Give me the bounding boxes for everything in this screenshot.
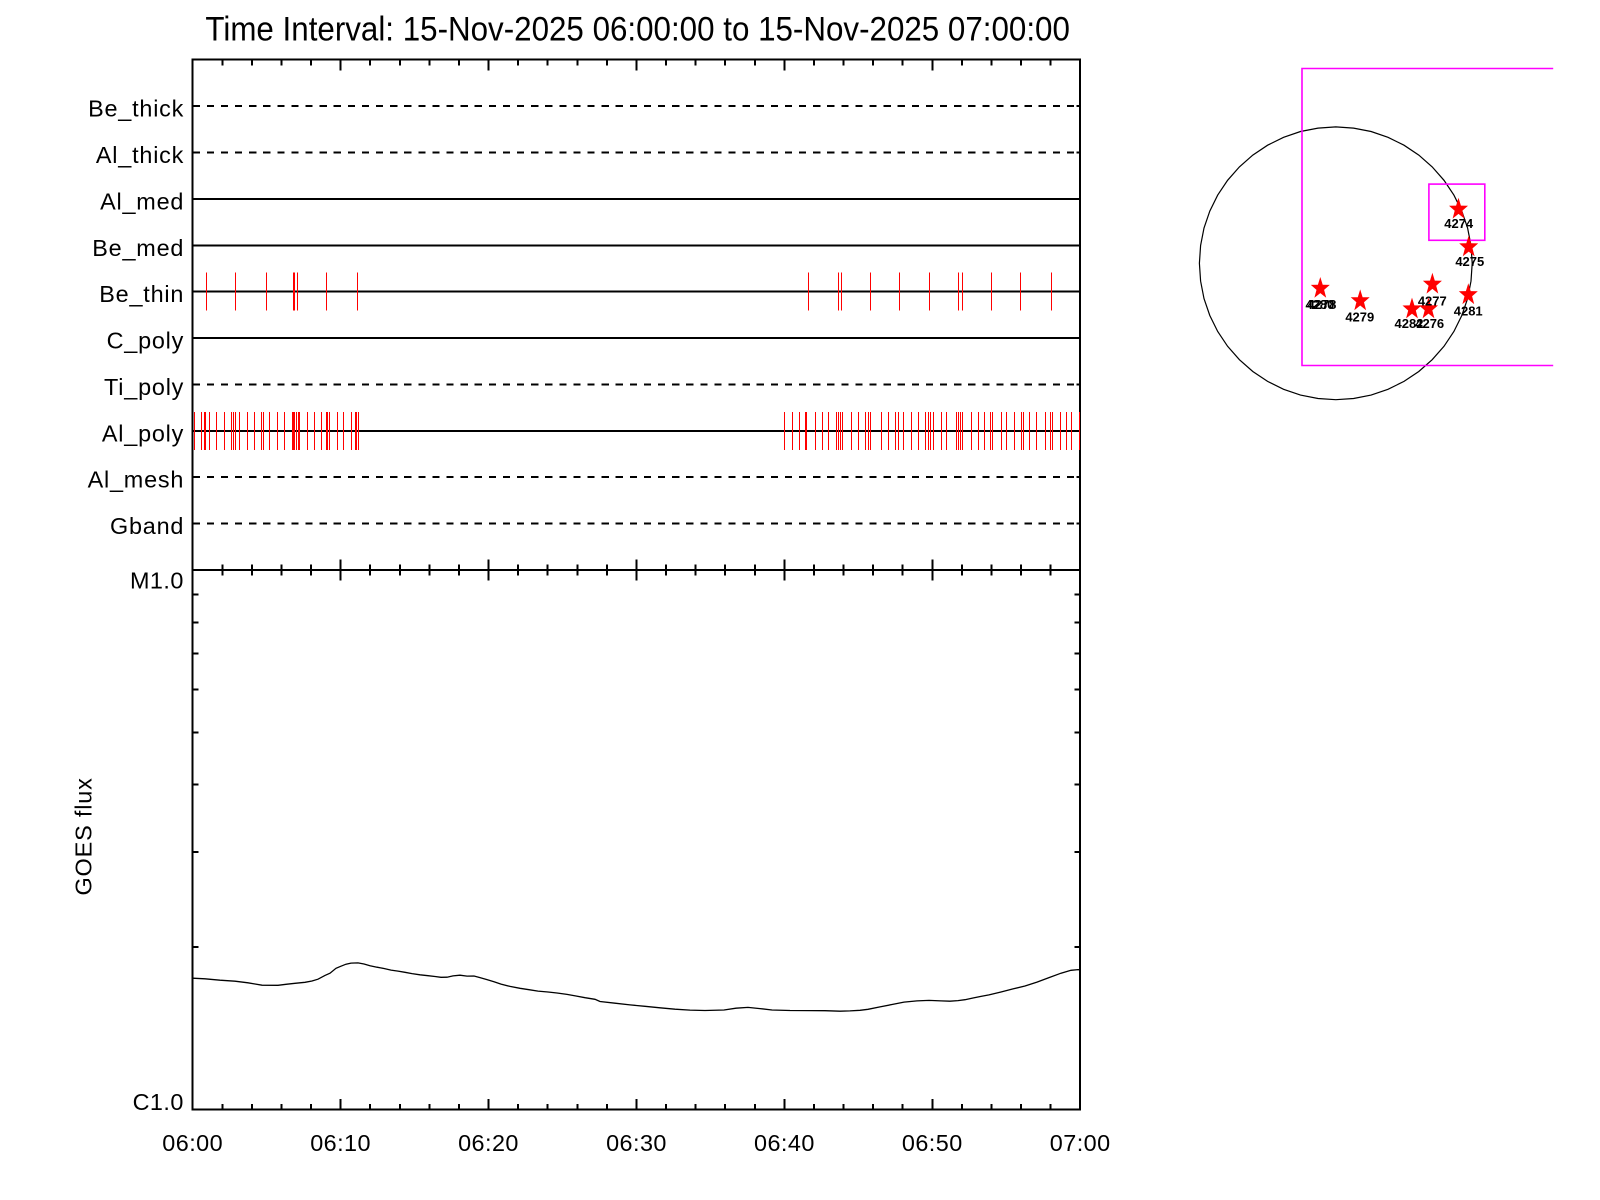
svg-text:4276: 4276: [1415, 316, 1444, 331]
svg-text:07:00: 07:00: [1050, 1130, 1111, 1156]
svg-text:Time Interval: 15-Nov-2025 06:: Time Interval: 15-Nov-2025 06:00:00 to 1…: [205, 10, 1070, 48]
svg-text:M1.0: M1.0: [130, 568, 184, 594]
svg-text:Be_med: Be_med: [92, 235, 184, 261]
svg-text:4280: 4280: [1305, 297, 1334, 312]
svg-text:Al_med: Al_med: [100, 188, 184, 214]
svg-text:C_poly: C_poly: [107, 328, 185, 354]
svg-text:Be_thick: Be_thick: [88, 96, 184, 122]
svg-text:Be_thin: Be_thin: [99, 281, 184, 307]
svg-text:4279: 4279: [1345, 310, 1374, 325]
svg-text:4282: 4282: [1395, 316, 1424, 331]
svg-text:06:50: 06:50: [902, 1130, 963, 1156]
svg-text:C1.0: C1.0: [133, 1089, 184, 1115]
svg-text:Al_thick: Al_thick: [96, 142, 184, 168]
svg-text:4277: 4277: [1418, 294, 1447, 309]
svg-text:4281: 4281: [1454, 303, 1483, 318]
svg-text:Gband: Gband: [110, 513, 184, 539]
svg-text:Ti_poly: Ti_poly: [104, 374, 184, 400]
svg-text:GOES flux: GOES flux: [70, 777, 96, 895]
svg-text:4274: 4274: [1444, 216, 1474, 231]
svg-text:4275: 4275: [1455, 254, 1484, 269]
svg-text:Al_poly: Al_poly: [102, 420, 184, 446]
svg-text:4278: 4278: [1307, 297, 1336, 312]
svg-text:06:00: 06:00: [162, 1130, 223, 1156]
svg-text:06:30: 06:30: [606, 1130, 667, 1156]
svg-text:Al_mesh: Al_mesh: [88, 467, 185, 493]
svg-text:06:20: 06:20: [458, 1130, 519, 1156]
svg-text:06:10: 06:10: [310, 1130, 371, 1156]
svg-text:06:40: 06:40: [754, 1130, 815, 1156]
